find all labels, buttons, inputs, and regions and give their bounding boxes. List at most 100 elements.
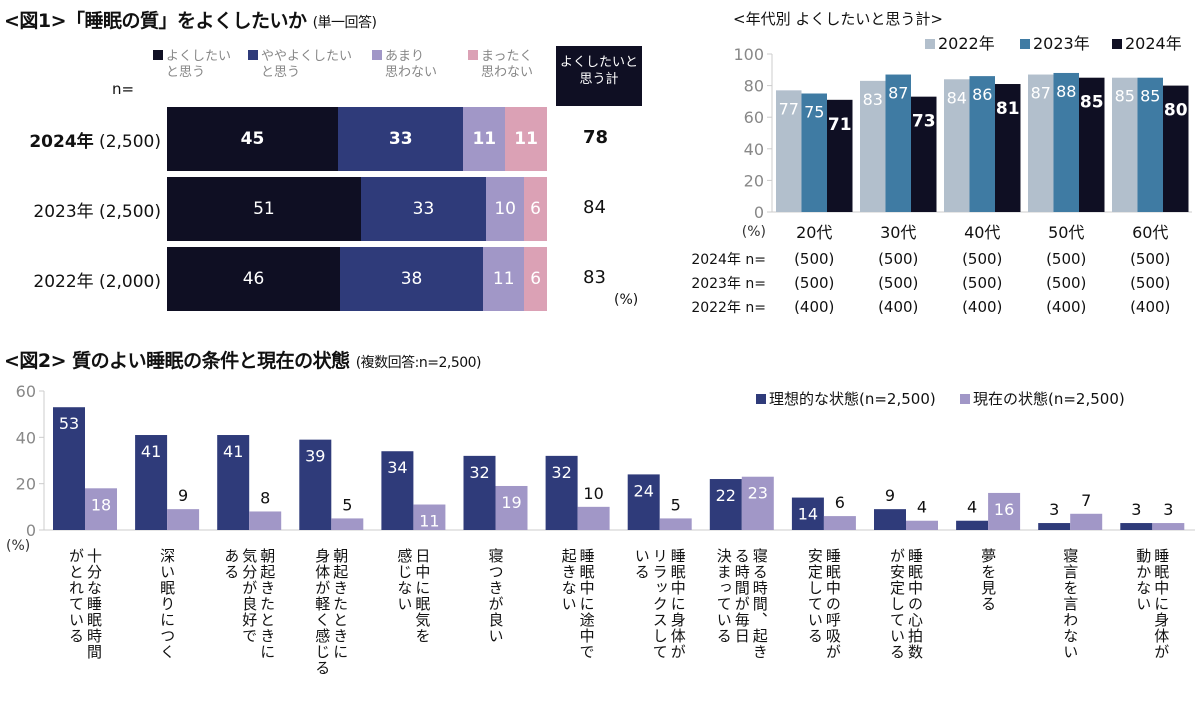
- age-bar-label: 81: [996, 99, 1020, 119]
- age-category-label: 40代: [964, 223, 1000, 242]
- fig2-category-label: 深い眠りにつく: [158, 548, 177, 660]
- fig1-row-total: 83: [583, 267, 606, 288]
- legend-label: よくしたい: [166, 49, 232, 64]
- age-bar: [1028, 74, 1054, 212]
- fig1-total-header: よくしたいと 思う計: [556, 46, 642, 106]
- age-n-row-label: 2023年 n=: [691, 276, 766, 292]
- age-n-row-label: 2022年 n=: [691, 300, 766, 316]
- fig2-bar-label: 14: [798, 505, 818, 524]
- age-n-value: (400): [878, 298, 918, 316]
- fig2-title: <図2> 質のよい睡眠の条件と現在の状態 (複数回答:n=2,500): [4, 346, 482, 373]
- fig1-subtitle: (単一回答): [312, 15, 377, 31]
- age-y-tick-label: 100: [733, 45, 764, 64]
- fig2-category-label: 夢を見る: [979, 548, 998, 612]
- fig1-bar-segment: 38: [340, 247, 484, 311]
- age-y-tick-label: 80: [744, 77, 764, 96]
- fig2-bar-label: 10: [583, 484, 603, 503]
- age-bar-label: 84: [947, 88, 967, 107]
- age-y-tick-label: 0: [754, 203, 764, 222]
- age-bar-label: 80: [1164, 101, 1188, 121]
- fig2-category-label: 朝起きたときに 身体が軽く感じる: [313, 548, 350, 676]
- fig1-unit: (%): [614, 292, 639, 308]
- fig2-bar-label: 32: [469, 463, 489, 482]
- age-bar: [1137, 77, 1163, 212]
- fig2-bar-label: 32: [551, 463, 571, 482]
- age-bar: [827, 99, 853, 212]
- age-bar: [911, 96, 937, 212]
- fig2-category-label: 十分な睡眠時間 がとれている: [67, 548, 103, 660]
- fig2-bar: [659, 518, 692, 530]
- fig2-bar-label: 3: [1049, 500, 1059, 519]
- age-legend-item: 2023年: [1020, 30, 1090, 54]
- row-n: (2,500): [93, 132, 161, 152]
- legend-label: 2024年: [1125, 34, 1182, 53]
- fig2-legend-item: 現在の状態(n=2,500): [960, 388, 1125, 409]
- age-n-value: (500): [1130, 274, 1170, 292]
- legend-label-line2: 思わない: [385, 65, 438, 80]
- legend-swatch: [468, 50, 478, 60]
- fig2-bar-label: 3: [1163, 500, 1173, 519]
- fig1-legend-item: まったく 思わない: [468, 49, 533, 81]
- fig2-bar-label: 39: [305, 447, 325, 466]
- age-category-label: 50代: [1048, 223, 1084, 242]
- age-category-label: 30代: [880, 223, 916, 242]
- fig2-bar: [53, 407, 85, 530]
- fig2-bar-label: 24: [634, 481, 654, 500]
- legend-label-line2: 思わない: [481, 65, 534, 80]
- legend-swatch: [756, 394, 766, 404]
- age-bar-label: 75: [804, 103, 824, 122]
- fig2-bar: [85, 488, 117, 530]
- age-bar-label: 85: [1080, 93, 1104, 113]
- fig1-bar-segment: 46: [167, 247, 341, 311]
- age-n-value: (400): [1046, 298, 1086, 316]
- age-y-tick-label: 40: [744, 140, 764, 159]
- fig2-bar: [956, 520, 989, 530]
- age-legend-item: 2024年: [1112, 30, 1182, 54]
- fig2-category-label: 寝言を言わない: [1061, 548, 1080, 660]
- legend-swatch: [925, 39, 935, 49]
- fig1-legend-item: あまり 思わない: [372, 49, 437, 81]
- fig2-bar: [627, 474, 660, 530]
- age-n-value: (500): [1046, 250, 1086, 268]
- age-n-value: (500): [962, 250, 1002, 268]
- age-bar: [969, 76, 995, 212]
- fig2-bar-label: 3: [1131, 500, 1141, 519]
- age-n-value: (500): [794, 250, 834, 268]
- age-y-tick-label: 20: [744, 171, 764, 190]
- fig2-bar-label: 5: [342, 495, 352, 514]
- age-n-value: (500): [878, 250, 918, 268]
- fig2-bar-label: 7: [1081, 491, 1091, 510]
- fig2-bar: [988, 492, 1021, 530]
- fig2-bar-label: 4: [917, 498, 927, 517]
- fig2-y-tick-label: 20: [16, 475, 36, 494]
- row-year: 2024年: [29, 132, 94, 152]
- age-bar-label: 87: [888, 84, 908, 103]
- fig1-stacked-bar: 51 33 10 6: [167, 177, 547, 241]
- age-category-label: 20代: [796, 223, 832, 242]
- fig2-y-tick-label: 0: [26, 521, 36, 540]
- legend-label: 理想的な状態(n=2,500): [769, 390, 936, 408]
- fig1-title: <図1>「睡眠の質」をよくしたいか (単一回答): [4, 6, 377, 33]
- fig2-bar: [463, 455, 496, 530]
- fig2-bar: [791, 497, 824, 530]
- age-bar: [944, 79, 970, 212]
- fig2-bar-label: 6: [835, 493, 845, 512]
- fig2-bar-label: 4: [967, 498, 977, 517]
- fig1-row-label: 2023年 (2,500): [0, 197, 161, 222]
- fig2-category-label: 睡眠中に身体が リラックスして いる: [632, 548, 687, 660]
- age-bar-label: 88: [1056, 82, 1076, 101]
- fig1-bar-segment: 10: [486, 177, 525, 241]
- age-y-tick-label: 60: [744, 108, 764, 127]
- fig2-bar-label: 11: [419, 512, 439, 531]
- fig2-bar: [874, 509, 906, 530]
- fig2-bar: [495, 485, 528, 530]
- fig2-bar-label: 9: [178, 486, 188, 505]
- fig2-bar-label: 5: [671, 495, 681, 514]
- legend-label: 現在の状態(n=2,500): [973, 390, 1125, 408]
- legend-swatch: [153, 50, 163, 60]
- fig1-bar-segment: 51: [167, 177, 361, 241]
- fig2-ylabel: (%): [6, 538, 31, 554]
- legend-swatch: [372, 50, 382, 60]
- age-n-value: (400): [794, 298, 834, 316]
